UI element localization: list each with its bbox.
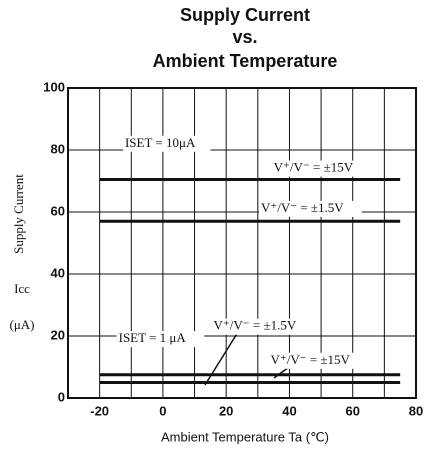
annotation: ISET = 10μA [125, 135, 196, 150]
annotation: V⁺/V⁻ = ±1.5V [261, 200, 344, 215]
y-axis-label: (μA) [9, 317, 34, 332]
y-tick-label: 60 [51, 203, 65, 218]
annotation: V⁺/V⁻ = ±1.5V [214, 318, 297, 333]
annotation-bg [268, 352, 364, 369]
annotation-bg [116, 331, 205, 348]
y-axis-label: Icc [14, 281, 30, 296]
y-axis-label: Supply Current [11, 174, 26, 254]
chart-title: Supply Current [180, 5, 310, 25]
annotation-bg [258, 200, 362, 217]
x-axis-label: Ambient Temperature Ta (℃) [161, 429, 329, 444]
annotation-bg [271, 160, 367, 177]
x-tick-label: 40 [282, 403, 296, 418]
chart-title: vs. [232, 27, 257, 47]
annotation-bg [211, 318, 315, 335]
x-tick-label: 0 [159, 403, 166, 418]
y-tick-label: 80 [51, 141, 65, 156]
chart-title: Ambient Temperature [153, 51, 338, 71]
plot-frame [67, 87, 417, 399]
annotation: V⁺/V⁻ = ±15V [274, 160, 354, 175]
y-tick-label: 20 [51, 327, 65, 342]
y-tick-label: 40 [51, 265, 65, 280]
arrow [204, 331, 239, 386]
y-tick-label: 100 [43, 79, 65, 94]
x-tick-label: -20 [90, 403, 109, 418]
y-tick-label: 0 [58, 389, 65, 404]
x-tick-label: 20 [219, 403, 233, 418]
annotation-bg [122, 135, 211, 152]
x-tick-label: 80 [409, 403, 423, 418]
annotation: V⁺/V⁻ = ±15V [270, 352, 350, 367]
annotation: ISET = 1 μA [119, 330, 187, 345]
x-tick-label: 60 [345, 403, 359, 418]
